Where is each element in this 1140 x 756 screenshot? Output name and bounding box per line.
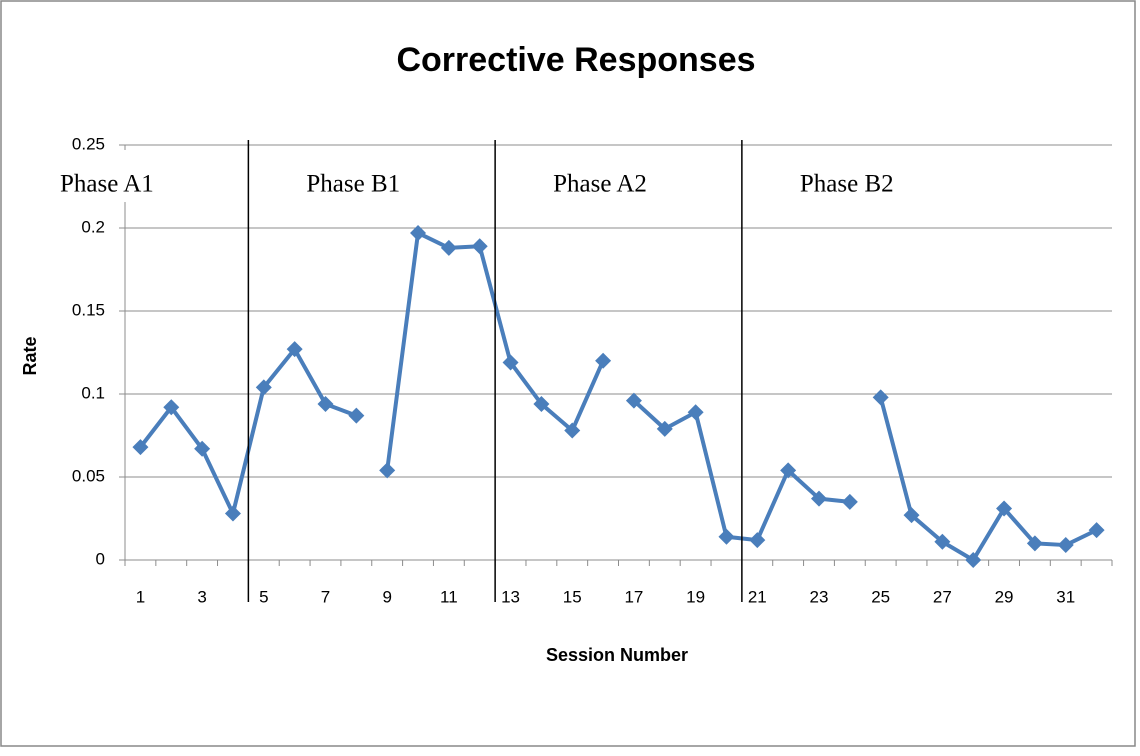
- x-tick-label: 5: [259, 587, 268, 606]
- data-point: [471, 238, 488, 255]
- x-tick-label: 7: [321, 587, 330, 606]
- phase-label: Phase A2: [553, 171, 647, 198]
- data-point: [780, 462, 797, 479]
- data-point: [564, 422, 581, 439]
- x-axis-label: Session Number: [546, 645, 688, 665]
- phase-label-bg: [56, 150, 176, 202]
- x-tick-label: 27: [933, 587, 952, 606]
- data-point: [996, 500, 1013, 517]
- data-point: [718, 528, 735, 545]
- x-tick-label: 29: [995, 587, 1014, 606]
- x-tick-label: 23: [810, 587, 829, 606]
- data-point: [410, 224, 427, 241]
- data-point: [965, 552, 982, 568]
- y-tick-label: 0.05: [72, 466, 105, 485]
- x-tick-label: 21: [748, 587, 767, 606]
- data-point: [810, 490, 827, 507]
- data-point: [903, 507, 920, 524]
- data-point: [533, 395, 550, 412]
- data-point: [687, 404, 704, 421]
- data-point: [194, 440, 211, 457]
- data-point: [255, 379, 272, 396]
- y-tick-label: 0: [96, 549, 105, 568]
- data-point: [872, 389, 889, 406]
- data-point: [163, 399, 180, 416]
- data-point: [348, 407, 365, 424]
- data-point: [132, 439, 149, 456]
- y-axis-label: Rate: [20, 336, 40, 375]
- data-point: [379, 462, 396, 479]
- data-point: [749, 532, 766, 549]
- data-point: [841, 493, 858, 510]
- y-tick-label: 0.2: [81, 217, 105, 236]
- x-tick-label: 11: [440, 587, 458, 606]
- phase-label: Phase B2: [800, 171, 894, 198]
- x-tick-label: 1: [136, 587, 145, 606]
- data-point: [502, 354, 519, 371]
- data-point: [317, 395, 334, 412]
- x-tick-label: 19: [686, 587, 705, 606]
- phase-label: Phase B1: [306, 171, 400, 198]
- x-tick-label: 25: [871, 587, 890, 606]
- y-tick-label: 0.15: [72, 300, 105, 319]
- x-tick-label: 9: [382, 587, 391, 606]
- data-point: [934, 533, 951, 550]
- phase-label: Phase A1: [60, 171, 154, 198]
- data-point: [440, 239, 457, 256]
- x-tick-label: 31: [1056, 587, 1075, 606]
- x-tick-label: 17: [624, 587, 643, 606]
- y-tick-label: 0.1: [81, 383, 105, 402]
- data-point: [224, 505, 241, 522]
- x-tick-label: 15: [563, 587, 582, 606]
- data-point: [625, 392, 642, 409]
- x-tick-label: 3: [197, 587, 206, 606]
- data-point: [1057, 537, 1074, 554]
- data-point: [1026, 535, 1043, 552]
- x-tick-label: 13: [501, 587, 520, 606]
- data-point: [595, 352, 612, 369]
- data-point: [1088, 522, 1105, 539]
- data-point: [656, 420, 673, 437]
- chart-title: Corrective Responses: [396, 41, 755, 79]
- data-point: [286, 341, 303, 358]
- y-tick-label: 0.25: [72, 134, 105, 153]
